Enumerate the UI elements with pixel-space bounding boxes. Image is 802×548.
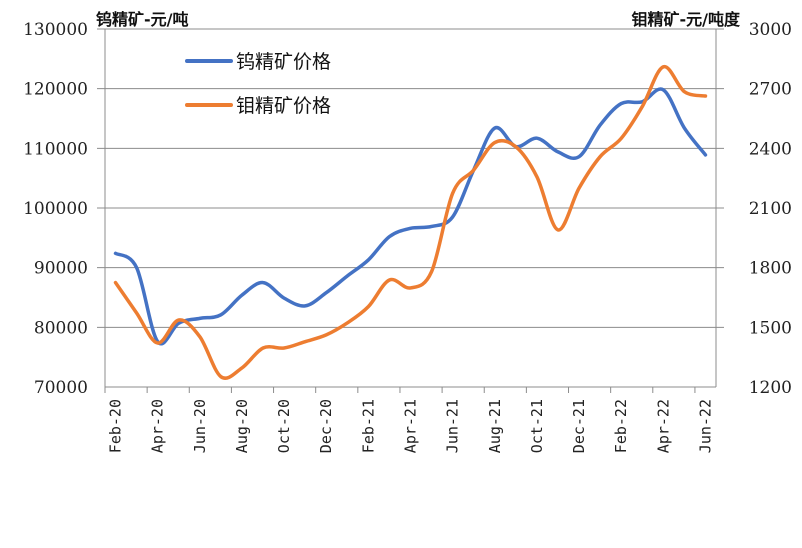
x-tick-label: Oct-20	[275, 399, 293, 453]
x-tick-label: Aug-21	[486, 399, 504, 453]
x-tick-label: Jun-22	[696, 399, 714, 453]
molybdenum-price-line	[113, 65, 708, 380]
right-tick-label: 3000	[749, 20, 792, 40]
legend-label-tungsten: 钨精矿价格	[236, 51, 331, 73]
x-tick-label: Feb-22	[612, 399, 630, 453]
right-axis-title: 钼精矿-元/吨度	[632, 10, 741, 29]
legend: 钨精矿价格 钼精矿价格	[185, 51, 331, 117]
axes	[104, 29, 717, 393]
x-tick-label: Apr-20	[149, 399, 167, 453]
x-tick-label: Dec-21	[570, 399, 588, 453]
gridlines	[97, 28, 724, 328]
right-tick-label: 2700	[749, 80, 792, 100]
left-tick-label: 120000	[23, 80, 88, 100]
left-tick-label: 90000	[34, 259, 88, 279]
right-tick-label: 1800	[749, 259, 792, 279]
left-axis-title: 钨精矿-元/吨	[96, 10, 189, 29]
x-tick-label: Aug-20	[233, 399, 251, 453]
right-tick-label: 1200	[749, 378, 792, 398]
left-tick-label: 100000	[23, 199, 88, 219]
tick-labels: 70000 80000 90000 100000 110000 120000 130000 1…	[23, 20, 792, 453]
left-tick-label: 80000	[34, 318, 88, 338]
legend-label-molybdenum: 钼精矿价格	[236, 95, 331, 117]
x-tick-label: Apr-21	[402, 399, 420, 453]
left-tick-label: 110000	[23, 139, 88, 159]
right-tick-label: 2400	[749, 139, 792, 159]
x-tick-label: Oct-21	[528, 399, 546, 453]
right-tick-label: 2100	[749, 199, 792, 219]
x-tick-label: Apr-22	[654, 399, 672, 453]
left-tick-label: 70000	[34, 378, 88, 398]
x-tick-label: Feb-20	[107, 399, 125, 453]
x-tick-label: Feb-21	[359, 399, 377, 453]
right-tick-label: 1500	[749, 318, 792, 338]
tungsten-price-line	[113, 87, 708, 346]
x-tick-label: Jun-20	[191, 399, 209, 453]
series-lines	[113, 65, 708, 380]
left-tick-label: 130000	[23, 20, 88, 40]
x-tick-label: Jun-21	[444, 399, 462, 453]
x-tick-label: Dec-20	[317, 399, 335, 453]
